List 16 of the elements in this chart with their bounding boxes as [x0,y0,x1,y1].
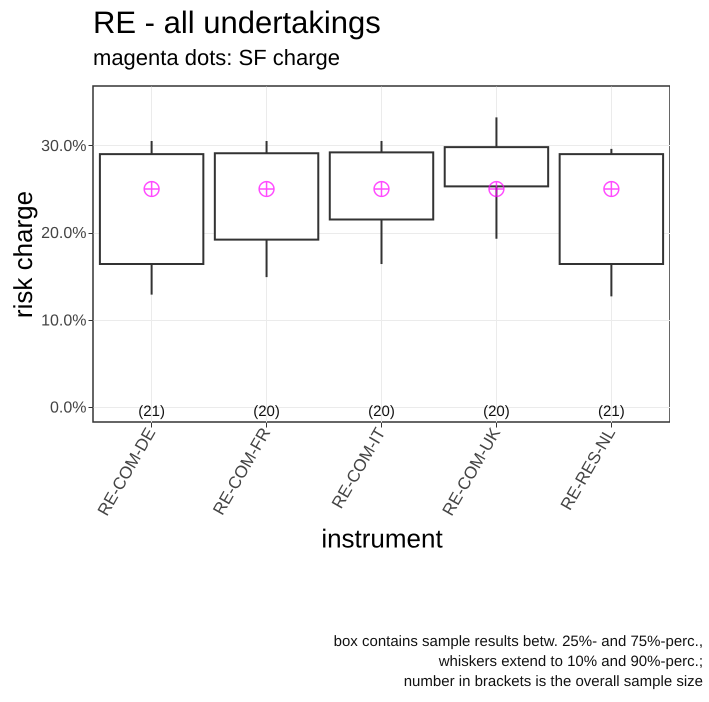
annotation: (21) [598,403,625,420]
y-tick-label: 20.0% [41,225,86,242]
annotation: (20) [253,403,280,420]
annotation: (21) [138,403,165,420]
y-tick-label: 30.0% [41,138,86,155]
text: box contains sample results betw. 25%- and 75%-perc., [334,632,703,652]
annotation: (20) [483,403,510,420]
text: number in brackets is the overall sample size [402,672,703,692]
y-tick-label: 0.0% [50,400,86,417]
annotation: (20) [368,403,395,420]
text: whiskers extend to 10% and 90%-perc.; [438,652,703,672]
y-tick-label: 10.0% [41,312,86,330]
y-axis-title: risk charge [8,190,38,318]
chart-title: RE - all undertakings [93,5,381,40]
x-axis-title: instrument [321,524,444,554]
chart-subtitle: magenta dots: SF charge [93,45,340,70]
